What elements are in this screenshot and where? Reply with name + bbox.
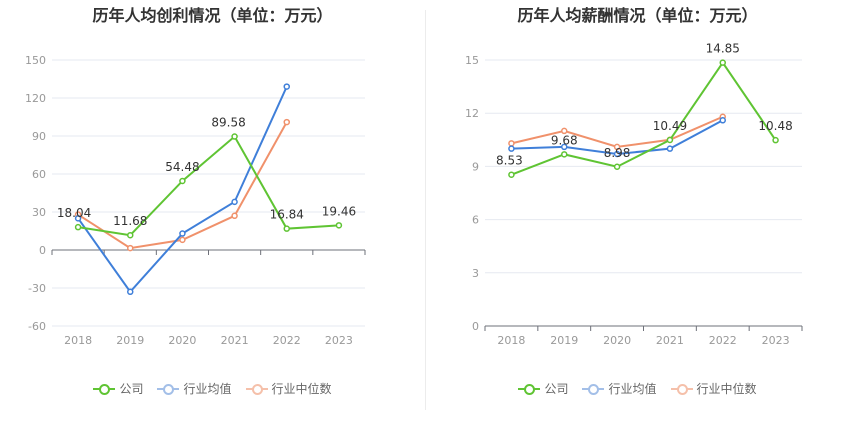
legend-swatch-icon — [93, 383, 116, 395]
data-point — [666, 136, 674, 144]
data-point — [613, 150, 621, 158]
data-point — [283, 83, 290, 90]
x-tick-label: 2023 — [325, 334, 353, 347]
data-label: 9.68 — [551, 133, 578, 147]
y-tick-label: 0 — [39, 244, 46, 257]
chart-title: 历年人均薪酬情况（单位：万元） — [517, 6, 758, 25]
y-tick-label: 12 — [465, 107, 479, 120]
legend-swatch-icon — [157, 383, 180, 395]
data-label: 54.48 — [165, 160, 199, 174]
y-tick-label: 0 — [472, 320, 479, 333]
legend-item-industry-median[interactable]: 行业中位数 — [245, 380, 332, 397]
legend-item-company[interactable]: 公司 — [93, 380, 143, 397]
x-tick-label: 2022 — [709, 334, 737, 347]
y-tick-label: 120 — [25, 92, 46, 105]
legend-item-industry-mean[interactable]: 行业均值 — [157, 380, 232, 397]
y-tick-label: 9 — [472, 160, 479, 173]
series-line-1 — [77, 86, 288, 294]
y-tick-label: 30 — [32, 206, 46, 219]
data-point — [74, 223, 82, 231]
legend-label: 行业均值 — [183, 382, 232, 396]
x-tick-label: 2018 — [64, 334, 92, 347]
data-label: 14.85 — [706, 42, 740, 56]
data-point — [666, 145, 674, 152]
x-tick-label: 2020 — [603, 334, 631, 347]
legend-label: 行业中位数 — [696, 382, 757, 396]
x-tick-label: 2022 — [273, 334, 301, 347]
data-point — [508, 145, 515, 152]
salary-chart-panel: 历年人均薪酬情况（单位：万元） 15 12 9 6 3 0 2018 2019 2020 2021… — [425, 0, 850, 436]
series-line-0 — [77, 134, 339, 237]
y-tick-label: 3 — [472, 267, 479, 280]
data-point — [613, 163, 621, 171]
data-label: 89.58 — [211, 116, 245, 130]
profit-chart-panel: 历年人均创利情况（单位：万元） 150 120 90 60 30 0 -30 -60 2018 2… — [0, 6, 425, 397]
data-point — [231, 198, 238, 206]
data-label: 11.68 — [113, 214, 147, 228]
y-tick-label: 60 — [32, 168, 46, 181]
series-line-2 — [77, 121, 288, 250]
legend-label: 公司 — [544, 382, 569, 396]
y-tick-label: 6 — [472, 214, 479, 227]
y-tick-label: 150 — [25, 54, 46, 67]
data-point — [74, 215, 82, 222]
data-point — [179, 236, 186, 244]
data-label: 16.84 — [270, 208, 304, 222]
data-point — [127, 288, 134, 296]
x-tick-label: 2021 — [656, 334, 684, 347]
panel-divider — [425, 10, 426, 410]
data-point — [508, 171, 515, 178]
legend-swatch-icon — [670, 383, 693, 395]
legend-item-company[interactable]: 公司 — [518, 380, 568, 397]
legend-label: 公司 — [119, 382, 144, 396]
legend-label: 行业均值 — [608, 382, 657, 396]
data-label: 18.04 — [57, 206, 91, 220]
data-point — [283, 118, 290, 126]
data-point — [283, 225, 290, 232]
legend-swatch-icon — [582, 383, 605, 395]
y-tick-label: -30 — [28, 282, 46, 295]
series-line-0 — [511, 60, 777, 176]
data-point — [719, 59, 726, 66]
data-point — [561, 151, 568, 158]
x-tick-label: 2018 — [497, 334, 525, 347]
x-tick-label: 2019 — [116, 334, 144, 347]
legend-item-industry-mean[interactable]: 行业均值 — [582, 380, 657, 397]
legend-swatch-icon — [245, 383, 268, 395]
legend-swatch-icon — [518, 383, 541, 395]
legend-label: 行业中位数 — [271, 382, 332, 396]
data-point — [613, 143, 621, 151]
salary-line-chart: 15 12 9 6 3 0 2018 2019 2020 2021 2022 2023 8.53 9.68… — [465, 42, 803, 347]
data-point — [231, 133, 238, 140]
data-label: 10.48 — [758, 119, 792, 133]
chart-title: 历年人均创利情况（单位：万元） — [92, 6, 333, 25]
data-label: 19.46 — [322, 204, 356, 218]
data-point — [231, 212, 238, 220]
data-label: 8.98 — [604, 146, 631, 160]
x-tick-label: 2020 — [168, 334, 196, 347]
data-point — [179, 177, 186, 185]
data-point — [508, 140, 515, 147]
data-label: 10.49 — [653, 119, 687, 133]
chart-legend: 公司 行业均值 行业中位数 — [0, 380, 425, 397]
x-tick-label: 2023 — [762, 334, 790, 347]
data-point — [127, 231, 134, 239]
data-point — [772, 136, 779, 144]
y-tick-label: 90 — [32, 130, 46, 143]
x-tick-label: 2021 — [221, 334, 249, 347]
legend-item-industry-median[interactable]: 行业中位数 — [670, 380, 757, 397]
data-point — [719, 117, 726, 124]
series-line-2 — [511, 115, 724, 148]
data-point — [127, 244, 134, 252]
data-point — [335, 222, 343, 229]
y-tick-label: 15 — [465, 54, 479, 67]
data-point — [561, 143, 568, 151]
data-label: 8.53 — [496, 154, 523, 168]
profit-line-chart: 150 120 90 60 30 0 -30 -60 2018 2019 2020 2021 2022 2… — [25, 54, 366, 347]
data-point — [561, 127, 568, 135]
chart-legend: 公司 行业均值 行业中位数 — [425, 380, 850, 397]
x-tick-label: 2019 — [550, 334, 578, 347]
y-tick-label: -60 — [28, 320, 46, 333]
data-point — [179, 230, 186, 237]
